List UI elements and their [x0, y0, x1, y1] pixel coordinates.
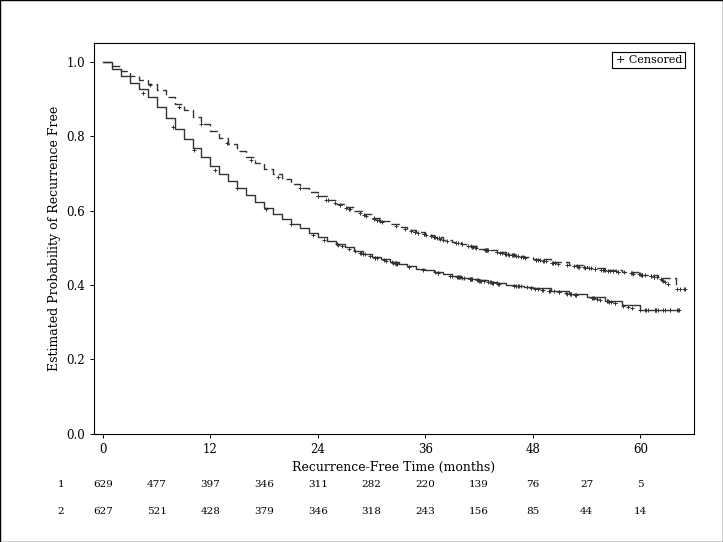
Text: 318: 318 [362, 507, 382, 516]
Text: 627: 627 [93, 507, 113, 516]
Text: 346: 346 [308, 507, 328, 516]
Y-axis label: Estimated Probability of Recurrence Free: Estimated Probability of Recurrence Free [48, 106, 61, 371]
X-axis label: Recurrence-Free Time (months): Recurrence-Free Time (months) [293, 461, 495, 474]
Text: 521: 521 [147, 507, 166, 516]
Text: 311: 311 [308, 480, 328, 489]
Text: 44: 44 [580, 507, 594, 516]
Text: + Censored: + Censored [616, 55, 682, 65]
Text: 282: 282 [362, 480, 382, 489]
Text: 220: 220 [416, 480, 435, 489]
Text: 346: 346 [254, 480, 274, 489]
Text: 1: 1 [57, 480, 64, 489]
Text: 14: 14 [634, 507, 647, 516]
Text: 2: 2 [57, 507, 64, 516]
Text: 428: 428 [200, 507, 221, 516]
Text: 379: 379 [254, 507, 274, 516]
Text: 85: 85 [526, 507, 539, 516]
Text: 629: 629 [93, 480, 113, 489]
Text: 477: 477 [147, 480, 166, 489]
Text: 139: 139 [469, 480, 489, 489]
Text: 5: 5 [637, 480, 643, 489]
Text: 27: 27 [580, 480, 594, 489]
Text: 397: 397 [200, 480, 221, 489]
Text: 76: 76 [526, 480, 539, 489]
Text: 156: 156 [469, 507, 489, 516]
Text: 243: 243 [416, 507, 435, 516]
